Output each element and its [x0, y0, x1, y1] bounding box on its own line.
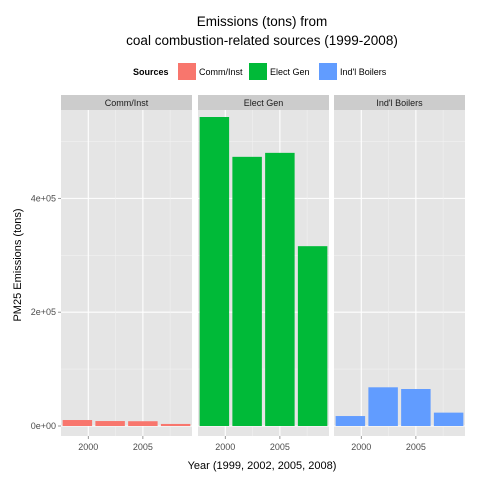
panel-background — [334, 110, 465, 436]
bar-comm-inst-2008 — [160, 423, 191, 426]
x-tick-label: 2000 — [351, 442, 371, 452]
chart-title-line-1: Emissions (tons) from — [197, 14, 328, 29]
y-tick-label: 2e+05 — [31, 307, 56, 317]
legend-label-elect-gen: Elect Gen — [270, 67, 310, 77]
legend-key-elect-gen — [249, 63, 267, 80]
x-tick-label: 2000 — [215, 442, 235, 452]
legend-key-ind-l-boilers — [319, 63, 337, 80]
x-tick-label: 2005 — [270, 442, 290, 452]
y-axis-title: PM25 Emissions (tons) — [12, 208, 24, 321]
facet-strip-label: Elect Gen — [244, 98, 284, 108]
bar-comm-inst-1999 — [62, 420, 93, 426]
legend-label-ind-l-boilers: Ind'l Boilers — [340, 67, 387, 77]
chart-title-line-2: coal combustion-related sources (1999-20… — [126, 33, 398, 48]
facet-strip — [334, 95, 465, 110]
x-tick-label: 2000 — [78, 442, 98, 452]
y-tick-label: 0e+00 — [31, 421, 56, 431]
bar-ind-l-boilers-2005 — [401, 389, 431, 426]
bar-elect-gen-2008 — [297, 246, 328, 426]
facet-panel-elect-gen: Elect Gen — [198, 95, 329, 436]
bar-ind-l-boilers-2008 — [433, 412, 464, 426]
bar-elect-gen-1999 — [199, 117, 230, 426]
y-axis: 0e+00 2e+05 4e+05 — [31, 193, 61, 431]
facet-strip-label: Comm/Inst — [105, 98, 149, 108]
facet-strip-label: Ind'l Boilers — [376, 98, 423, 108]
legend-title: Sources — [133, 67, 169, 77]
facet-panels: Comm/Inst Elect Gen Ind'l Boilers — [61, 95, 465, 436]
facet-strip — [61, 95, 192, 110]
x-axis: 2000 2005 2000 2005 2000 2005 — [78, 436, 426, 452]
legend: Sources Comm/Inst Elect Gen Ind'l Boilers — [133, 63, 387, 80]
legend-key-comm-inst — [178, 63, 196, 80]
panel-background — [61, 110, 192, 436]
bar-comm-inst-2005 — [128, 421, 158, 426]
facet-panel-ind-l-boilers: Ind'l Boilers — [334, 95, 465, 436]
bar-ind-l-boilers-1999 — [335, 416, 366, 426]
facet-strip — [198, 95, 329, 110]
bar-elect-gen-2005 — [265, 152, 295, 426]
bar-elect-gen-2002 — [232, 156, 262, 426]
bar-ind-l-boilers-2002 — [368, 387, 398, 426]
facet-panel-comm-inst: Comm/Inst — [61, 95, 192, 436]
x-tick-label: 2005 — [133, 442, 153, 452]
legend-label-comm-inst: Comm/Inst — [199, 67, 243, 77]
bar-comm-inst-2002 — [95, 421, 125, 426]
y-tick-label: 4e+05 — [31, 193, 56, 203]
x-tick-label: 2005 — [406, 442, 426, 452]
x-axis-title: Year (1999, 2002, 2005, 2008) — [188, 460, 337, 472]
